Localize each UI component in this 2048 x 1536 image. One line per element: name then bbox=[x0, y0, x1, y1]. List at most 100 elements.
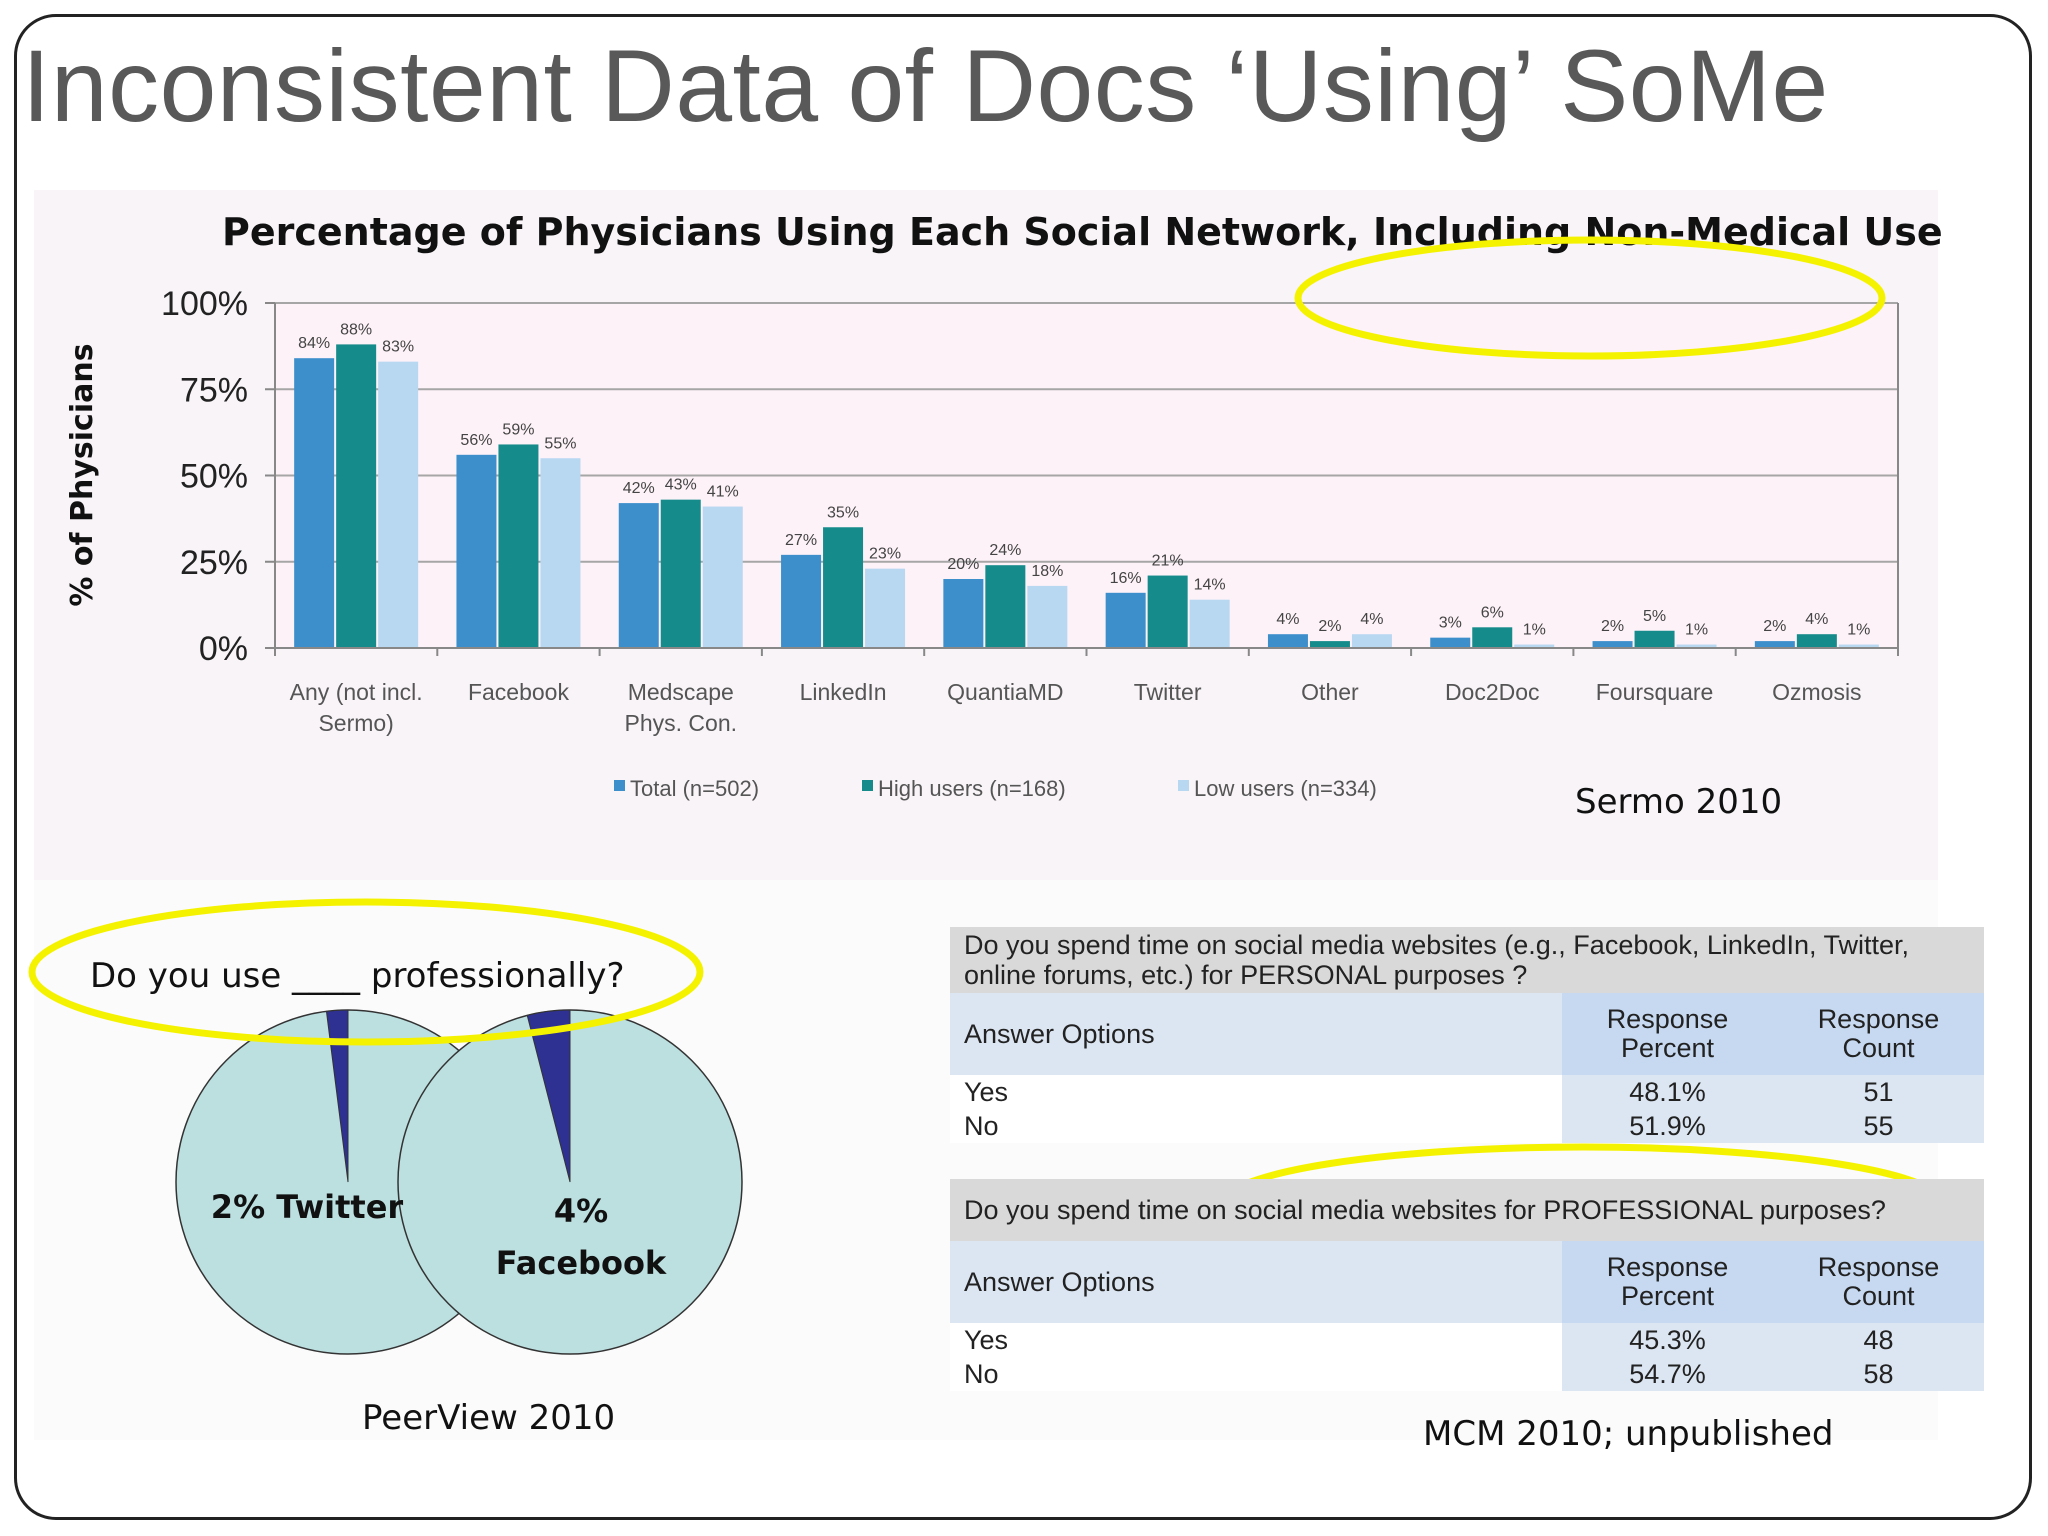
data-label: 6% bbox=[1481, 604, 1504, 621]
column-header: Answer Options bbox=[950, 1241, 1562, 1323]
legend-label: High users (n=168) bbox=[878, 776, 1066, 801]
table-row: Yes 48.1% 51 bbox=[950, 1075, 1984, 1109]
data-label: 1% bbox=[1523, 622, 1546, 639]
data-label: 4% bbox=[1276, 611, 1299, 628]
bar bbox=[1634, 630, 1675, 648]
data-label: 2% bbox=[1763, 618, 1786, 635]
category-label: Phys. Con. bbox=[625, 710, 738, 736]
pie-slice bbox=[526, 1009, 571, 1183]
data-label: 14% bbox=[1194, 577, 1226, 594]
data-label: 55% bbox=[544, 435, 576, 452]
table-cell: 48 bbox=[1772, 1323, 1984, 1357]
column-header: Response Percent bbox=[1562, 993, 1773, 1075]
table-row: No 54.7% 58 bbox=[950, 1357, 1984, 1391]
data-label: 27% bbox=[785, 532, 817, 549]
data-label: 2% bbox=[1601, 618, 1624, 635]
data-label: 35% bbox=[827, 504, 859, 521]
bar bbox=[985, 565, 1026, 648]
bar bbox=[336, 344, 377, 648]
slide-title: Inconsistent Data of Docs ‘Using’ SoMe bbox=[22, 29, 1829, 143]
data-label: 84% bbox=[298, 335, 330, 352]
column-header: Response Percent bbox=[1562, 1241, 1773, 1323]
category-label: QuantiaMD bbox=[947, 679, 1063, 705]
bar bbox=[1189, 599, 1230, 648]
table-cell: 58 bbox=[1772, 1357, 1984, 1391]
data-label: 24% bbox=[989, 542, 1021, 559]
table-cell: 51.9% bbox=[1562, 1109, 1773, 1143]
data-label: 1% bbox=[1847, 622, 1870, 639]
y-tick-label: 100% bbox=[161, 285, 248, 323]
highlight-ellipse bbox=[28, 898, 704, 1046]
category-label: Foursquare bbox=[1596, 679, 1714, 705]
data-label: 42% bbox=[623, 480, 655, 497]
data-label: 18% bbox=[1031, 563, 1063, 580]
table-cell: 45.3% bbox=[1562, 1323, 1773, 1357]
table-cell: 54.7% bbox=[1562, 1357, 1773, 1391]
table-cell: Yes bbox=[950, 1075, 1562, 1109]
bar bbox=[1592, 641, 1633, 648]
category-label: Facebook bbox=[468, 679, 570, 705]
y-axis-label: % of Physicians bbox=[65, 343, 100, 606]
survey-table-personal: Do you spend time on social media websit… bbox=[950, 927, 1984, 1143]
table-row: Answer Options Response Percent Response Cou… bbox=[950, 1241, 1984, 1323]
bar bbox=[1027, 585, 1068, 648]
legend-swatch bbox=[614, 780, 625, 791]
bar bbox=[1676, 644, 1717, 648]
bar bbox=[865, 568, 906, 648]
table-question: Do you spend time on social media websit… bbox=[950, 927, 1984, 993]
bar bbox=[1838, 644, 1879, 648]
bar bbox=[1105, 592, 1146, 648]
data-label: 56% bbox=[460, 432, 492, 449]
data-label: 83% bbox=[382, 339, 414, 356]
bar bbox=[618, 503, 659, 648]
legend-swatch bbox=[1178, 780, 1189, 791]
data-label: 4% bbox=[1805, 611, 1828, 628]
source-peerview: PeerView 2010 bbox=[362, 1398, 616, 1438]
data-label: 59% bbox=[502, 421, 534, 438]
table-row: Do you spend time on social media websit… bbox=[950, 927, 1984, 993]
legend-label: Low users (n=334) bbox=[1194, 776, 1377, 801]
bar-chart: Percentage of Physicians Using Each Soci… bbox=[65, 210, 1943, 801]
table-cell: No bbox=[950, 1357, 1562, 1391]
data-label: 2% bbox=[1318, 618, 1341, 635]
source-mcm: MCM 2010; unpublished bbox=[1423, 1414, 1834, 1454]
bar bbox=[823, 527, 864, 648]
data-label: 88% bbox=[340, 321, 372, 338]
y-tick-label: 25% bbox=[180, 544, 248, 582]
category-label: Other bbox=[1301, 679, 1359, 705]
y-tick-label: 50% bbox=[180, 458, 248, 496]
category-label: Medscape bbox=[628, 679, 734, 705]
category-label: Ozmosis bbox=[1772, 679, 1861, 705]
table-cell: Yes bbox=[950, 1323, 1562, 1357]
pie-label: Facebook bbox=[496, 1244, 667, 1282]
table-cell: 51 bbox=[1772, 1075, 1984, 1109]
survey-table-professional: Do you spend time on social media websit… bbox=[950, 1179, 1984, 1391]
y-tick-label: 75% bbox=[180, 371, 248, 409]
bar bbox=[540, 458, 581, 648]
category-label: Twitter bbox=[1134, 679, 1202, 705]
pie-label: 4% bbox=[554, 1192, 608, 1230]
table-row: Yes 45.3% 48 bbox=[950, 1323, 1984, 1357]
bar bbox=[702, 506, 743, 648]
column-header: Response Count bbox=[1772, 993, 1984, 1075]
table-cell: 48.1% bbox=[1562, 1075, 1773, 1109]
data-label: 41% bbox=[707, 484, 739, 501]
bar bbox=[294, 358, 335, 648]
pie-question: Do you use ____ professionally? bbox=[90, 956, 625, 996]
bar bbox=[1514, 644, 1555, 648]
chart-title: Percentage of Physicians Using Each Soci… bbox=[222, 210, 1943, 254]
table-cell: No bbox=[950, 1109, 1562, 1143]
bar bbox=[1351, 634, 1392, 648]
y-tick-label: 0% bbox=[199, 630, 248, 668]
data-label: 21% bbox=[1152, 553, 1184, 570]
bar bbox=[1472, 627, 1513, 648]
bar bbox=[1309, 641, 1350, 648]
data-label: 43% bbox=[665, 477, 697, 494]
category-label: Any (not incl. bbox=[290, 679, 423, 705]
bar bbox=[456, 454, 497, 648]
bar bbox=[378, 361, 419, 648]
source-sermo: Sermo 2010 bbox=[1575, 782, 1783, 822]
bar bbox=[1796, 634, 1837, 648]
bar bbox=[660, 499, 701, 648]
category-label: Sermo) bbox=[318, 710, 393, 736]
